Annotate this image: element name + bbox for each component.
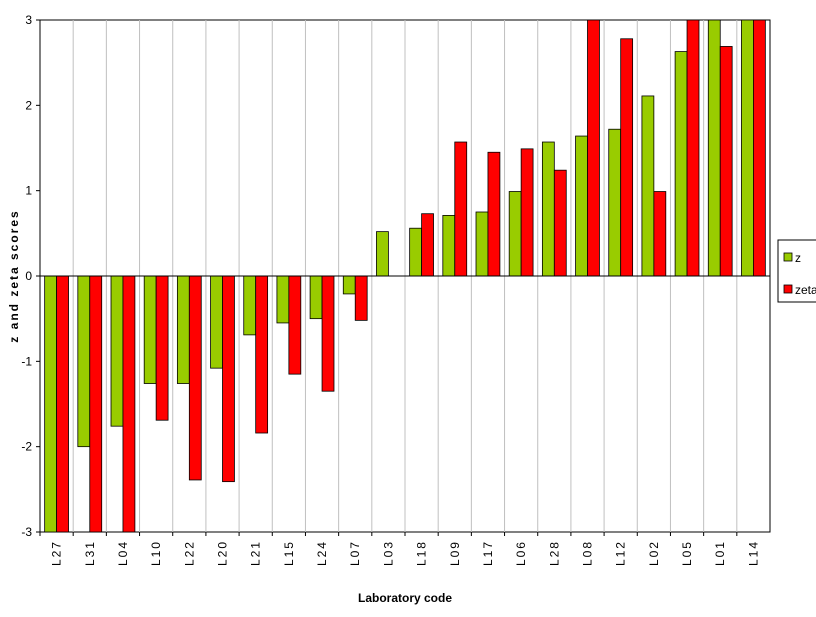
bar xyxy=(309,275,323,320)
x-tick-label: L08 xyxy=(581,540,595,566)
x-tick-label: L17 xyxy=(481,540,495,566)
bar xyxy=(376,231,389,277)
bar xyxy=(719,46,733,277)
x-tick-label: L24 xyxy=(315,540,329,566)
bar xyxy=(288,275,302,375)
y-tick-label: 2 xyxy=(25,98,32,112)
x-tick-label: L31 xyxy=(83,540,97,566)
bar xyxy=(276,275,290,324)
bar xyxy=(587,19,600,277)
bar xyxy=(674,51,688,277)
bar xyxy=(176,275,190,384)
bar xyxy=(475,211,489,277)
bar xyxy=(421,213,434,277)
x-tick-label: L04 xyxy=(116,540,130,566)
bar xyxy=(508,191,522,277)
x-tick-label: L22 xyxy=(182,540,196,566)
bar xyxy=(442,215,456,277)
x-tick-label: L06 xyxy=(514,540,528,566)
x-tick-label: L05 xyxy=(680,540,694,566)
bar xyxy=(541,141,555,277)
bar xyxy=(575,135,588,277)
x-tick-label: L03 xyxy=(381,540,395,566)
legend-label: z xyxy=(795,251,801,265)
bar xyxy=(354,275,368,321)
bar xyxy=(409,227,422,277)
legend-swatch xyxy=(783,284,793,294)
bar xyxy=(122,275,136,533)
bar xyxy=(641,95,655,277)
bar xyxy=(188,275,202,481)
y-axis-label: z and zeta scores xyxy=(7,209,21,342)
y-tick-label: -2 xyxy=(21,440,32,454)
bar xyxy=(686,19,700,277)
bar xyxy=(653,191,667,277)
x-axis-label: Laboratory code xyxy=(358,591,452,605)
y-tick-label: 1 xyxy=(25,184,32,198)
x-tick-label: L14 xyxy=(746,540,760,566)
bar xyxy=(110,275,124,427)
x-tick-label: L15 xyxy=(282,540,296,566)
y-tick-label: -1 xyxy=(21,354,32,368)
bar xyxy=(608,128,622,277)
y-tick-label: 3 xyxy=(25,13,32,27)
legend-label: zeta xyxy=(795,283,816,297)
bar xyxy=(143,275,157,384)
bar xyxy=(222,275,235,483)
bar xyxy=(155,275,169,421)
x-tick-label: L12 xyxy=(614,540,628,566)
bar xyxy=(44,275,57,533)
x-tick-label: L18 xyxy=(415,540,429,566)
x-tick-label: L02 xyxy=(647,540,661,566)
bar xyxy=(210,275,223,369)
bar xyxy=(707,19,721,277)
x-tick-label: L20 xyxy=(216,540,230,566)
y-tick-label: 0 xyxy=(25,269,32,283)
bar xyxy=(753,19,766,277)
bar xyxy=(487,151,501,277)
x-tick-label: L07 xyxy=(348,540,362,566)
bar xyxy=(620,38,634,277)
bar xyxy=(89,275,103,533)
bar xyxy=(741,19,754,277)
bar xyxy=(77,275,91,448)
bar xyxy=(520,148,534,277)
bar xyxy=(56,275,69,533)
bar xyxy=(553,169,567,277)
bar xyxy=(342,275,356,295)
bar xyxy=(255,275,269,434)
x-tick-label: L27 xyxy=(50,540,64,566)
bar xyxy=(454,141,468,277)
x-tick-label: L21 xyxy=(249,540,263,566)
x-tick-label: L09 xyxy=(448,540,462,566)
x-tick-label: L01 xyxy=(713,540,727,566)
bar xyxy=(321,275,335,392)
y-tick-label: -3 xyxy=(21,525,32,539)
x-tick-label: L10 xyxy=(149,540,163,566)
bar xyxy=(243,275,257,336)
legend-swatch xyxy=(783,252,793,262)
x-tick-label: L28 xyxy=(547,540,561,566)
